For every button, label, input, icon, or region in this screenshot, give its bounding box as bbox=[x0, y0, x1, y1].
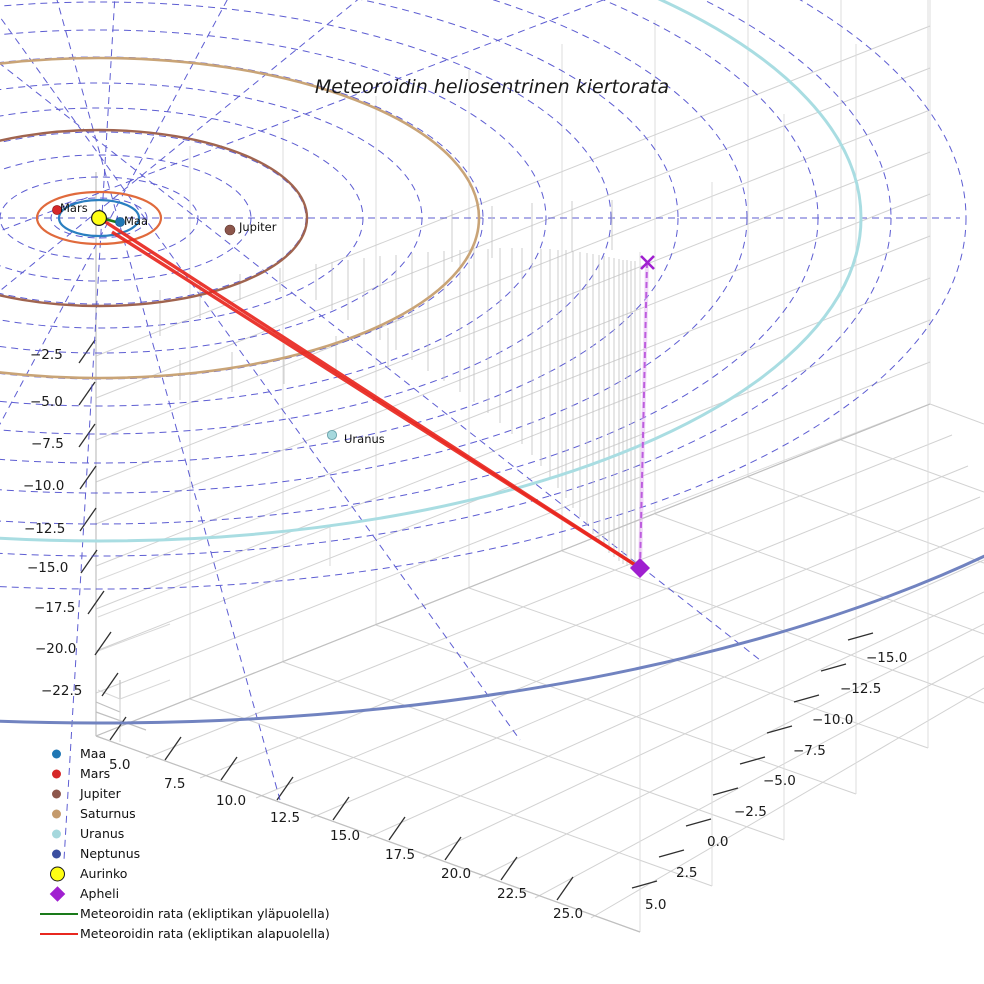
aphelion-connector bbox=[639, 261, 648, 569]
marker-jupiter bbox=[224, 224, 236, 236]
legend-key-icon bbox=[38, 844, 80, 864]
axis-tick-label-left: −12.5 bbox=[24, 521, 66, 537]
marker-aphelion-x bbox=[640, 255, 655, 270]
sun-marker-icon bbox=[50, 866, 65, 882]
legend-entry-label: Mars bbox=[80, 766, 111, 781]
legend-entry-label: Saturnus bbox=[80, 806, 136, 821]
legend-key-icon bbox=[38, 824, 80, 844]
circle-marker-icon bbox=[52, 809, 61, 819]
page-title: Meteoroidin heliosentrinen kiertorata bbox=[314, 76, 670, 98]
track-below-ecliptic-in bbox=[111, 230, 641, 570]
legend-key-icon bbox=[38, 804, 80, 824]
axis-tick-label-bottom-right: 0.0 bbox=[707, 834, 729, 850]
legend-entry-label: Aurinko bbox=[80, 866, 128, 881]
axis-tick-label-bottom-left: 20.0 bbox=[441, 866, 472, 882]
axis-tick-label-bottom-left: 5.0 bbox=[109, 757, 131, 773]
axis-tick-label-bottom-left: 25.0 bbox=[553, 906, 584, 922]
marker-apheli bbox=[630, 558, 650, 578]
legend-entry[interactable]: Apheli bbox=[38, 884, 368, 904]
axis-tick-label-left: −5.0 bbox=[30, 394, 63, 410]
axis-tick-label-bottom-left: 10.0 bbox=[216, 793, 247, 809]
legend-entry-label: Neptunus bbox=[80, 846, 141, 861]
legend-entry[interactable]: Meteoroidin rata (ekliptikan alapuolella… bbox=[38, 924, 368, 944]
marker-uranus bbox=[326, 429, 338, 441]
axis-tick-label-bottom-right: 2.5 bbox=[676, 865, 698, 881]
legend-key-icon bbox=[38, 864, 80, 884]
axis-tick-label-bottom-right: −15.0 bbox=[866, 650, 908, 666]
legend-entry[interactable]: Aurinko bbox=[38, 864, 368, 884]
circle-marker-icon bbox=[52, 829, 61, 839]
body-label-mars: Mars bbox=[60, 201, 88, 215]
legend-entry-label: Maa bbox=[80, 746, 107, 761]
circle-marker-icon bbox=[52, 849, 61, 859]
legend-entry[interactable]: Saturnus bbox=[38, 804, 368, 824]
legend-key-icon bbox=[38, 784, 80, 804]
legend-entry[interactable]: Maa bbox=[38, 744, 368, 764]
axis-tick-label-bottom-right: −7.5 bbox=[793, 743, 826, 759]
legend-entry-label: Jupiter bbox=[80, 786, 121, 801]
marker-maa bbox=[115, 217, 125, 227]
axis-tick-label-left: −22.5 bbox=[41, 683, 83, 699]
legend-entry[interactable]: Mars bbox=[38, 764, 368, 784]
orbit-maa bbox=[57, 198, 141, 238]
axis-tick-label-left: −2.5 bbox=[30, 347, 63, 363]
axis-tick-label-bottom-right: −2.5 bbox=[734, 804, 767, 820]
axis-tick-label-left: −17.5 bbox=[34, 600, 76, 616]
axis-tick-label-bottom-left: 15.0 bbox=[330, 828, 361, 844]
axis-tick-label-left: −7.5 bbox=[31, 436, 64, 452]
body-label-jupiter: Jupiter bbox=[239, 220, 277, 234]
line-marker-icon bbox=[40, 913, 78, 915]
circle-marker-icon bbox=[52, 749, 61, 759]
axis-tick-label-left: −15.0 bbox=[27, 560, 69, 576]
orbit-uranus bbox=[0, 0, 863, 543]
axis-tick-label-bottom-right: −5.0 bbox=[763, 773, 796, 789]
legend-entry-label: Uranus bbox=[80, 826, 125, 841]
body-label-uranus: Uranus bbox=[344, 432, 385, 446]
legend-entry-label: Apheli bbox=[80, 886, 120, 901]
axis-tick-label-bottom-left: 17.5 bbox=[385, 847, 416, 863]
legend: Maa Mars Jupiter Saturnus Uranus Neptunus Auri… bbox=[38, 744, 368, 944]
legend-key-icon bbox=[38, 904, 80, 924]
axis-tick-label-bottom-left: 7.5 bbox=[164, 776, 186, 792]
marker-aurinko bbox=[90, 210, 107, 227]
circle-marker-icon bbox=[52, 769, 61, 779]
diamond-marker-icon bbox=[49, 886, 66, 902]
axis-tick-label-bottom-right: 5.0 bbox=[645, 897, 667, 913]
legend-key-icon bbox=[38, 924, 80, 944]
orbit-saturnus bbox=[0, 56, 481, 380]
legend-entry[interactable]: Jupiter bbox=[38, 784, 368, 804]
legend-entry[interactable]: Uranus bbox=[38, 824, 368, 844]
legend-key-icon bbox=[38, 744, 80, 764]
line-marker-icon bbox=[40, 933, 78, 935]
axis-tick-label-bottom-left: 12.5 bbox=[270, 810, 301, 826]
orbit-neptunus bbox=[0, 554, 984, 725]
axis-tick-label-bottom-left: 22.5 bbox=[497, 886, 528, 902]
axis-tick-label-bottom-right: −12.5 bbox=[840, 681, 882, 697]
body-label-maa: Maa bbox=[124, 214, 149, 228]
legend-key-icon bbox=[38, 764, 80, 784]
legend-entry-label: Meteoroidin rata (ekliptikan alapuolella… bbox=[80, 926, 330, 941]
axis-tick-label-left: −10.0 bbox=[23, 478, 65, 494]
circle-marker-icon bbox=[52, 789, 61, 799]
legend-entry[interactable]: Meteoroidin rata (ekliptikan yläpuolella… bbox=[38, 904, 368, 924]
orbit-mars bbox=[35, 190, 163, 246]
legend-key-icon bbox=[38, 884, 80, 904]
legend-entry[interactable]: Neptunus bbox=[38, 844, 368, 864]
axis-tick-label-left: −20.0 bbox=[35, 641, 77, 657]
marker-mars bbox=[52, 205, 62, 215]
legend-entry-label: Meteoroidin rata (ekliptikan yläpuolella… bbox=[80, 906, 330, 921]
orbit-jupiter bbox=[0, 128, 309, 308]
axis-tick-label-bottom-right: −10.0 bbox=[812, 712, 854, 728]
